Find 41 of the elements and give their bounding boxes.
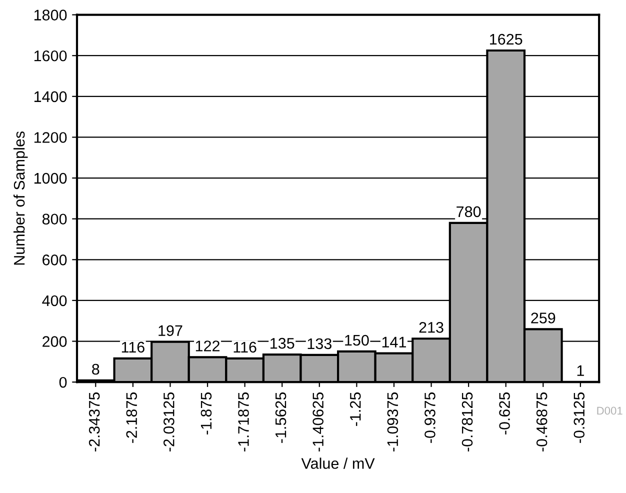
y-tick-label: 1000 <box>34 172 67 184</box>
x-tick-label: -1.71875 <box>238 392 249 452</box>
x-axis-title: Value / mV <box>301 458 375 469</box>
data-label: 135 <box>270 338 294 349</box>
data-label: 259 <box>531 312 556 324</box>
data-label: 122 <box>196 340 220 352</box>
x-tick-label: -0.46875 <box>536 392 548 452</box>
y-axis-title: Number of Samples <box>13 131 28 265</box>
data-label: 780 <box>456 206 481 218</box>
x-tick-label: -2.1875 <box>126 392 138 443</box>
data-label: 1625 <box>490 34 522 45</box>
y-tick-label: 1800 <box>34 10 67 20</box>
data-label: 141 <box>382 336 406 348</box>
text: D001 <box>597 406 622 415</box>
data-label: 213 <box>419 322 444 333</box>
x-tick-label: -1.40625 <box>312 392 324 452</box>
data-label: 1 <box>577 365 584 376</box>
data-label: 197 <box>158 325 182 336</box>
x-tick-label: -1.09375 <box>387 392 398 452</box>
x-tick-label: -2.03125 <box>164 392 174 452</box>
data-label: 116 <box>122 342 144 353</box>
y-tick-label: 400 <box>42 295 67 306</box>
x-tick-label: -1.5625 <box>275 392 286 443</box>
y-tick-label: 1600 <box>34 50 67 62</box>
data-label: 150 <box>345 334 369 346</box>
y-tick-label: 1200 <box>34 132 67 143</box>
y-tick-label: 600 <box>42 254 67 266</box>
x-tick-label: -1.875 <box>200 392 212 434</box>
data-label: 116 <box>234 342 256 353</box>
x-tick-label: -0.3125 <box>574 392 585 443</box>
x-tick-label: -0.625 <box>499 392 510 434</box>
data-label: 133 <box>308 338 332 350</box>
x-tick-label: -1.25 <box>350 392 361 426</box>
data-label: 8 <box>92 364 100 375</box>
y-tick-label: 200 <box>42 336 67 347</box>
y-tick-label: 0 <box>59 376 67 388</box>
x-tick-label: -0.9375 <box>424 392 436 443</box>
y-tick-label: 1400 <box>34 91 67 102</box>
x-tick-label: -0.78125 <box>462 392 473 452</box>
x-tick-label: -2.34375 <box>88 392 100 452</box>
y-tick-label: 800 <box>42 214 67 225</box>
